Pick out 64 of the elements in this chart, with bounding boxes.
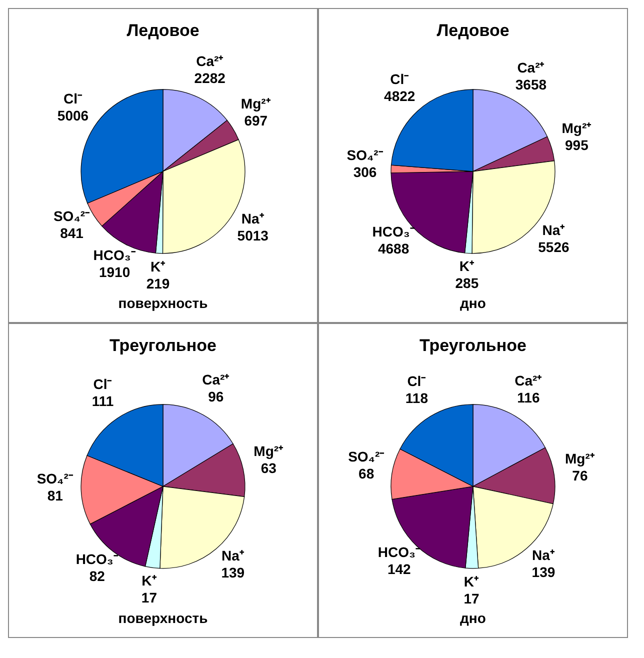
data-label: 697: [244, 112, 268, 128]
slice-label: Cl⁻: [64, 90, 83, 107]
slice-label: Ca²⁺: [517, 59, 545, 76]
chart-title: Ледовое: [126, 21, 200, 41]
slice-label: Cl⁻: [407, 373, 426, 390]
slice-label: HCO₃⁻: [76, 550, 118, 567]
data-label: 17: [464, 590, 480, 606]
slice-label: Mg²⁺: [240, 95, 271, 112]
text: дно: [459, 610, 487, 626]
slice-label: HCO₃⁻: [93, 246, 136, 263]
data-label: 285: [455, 275, 479, 292]
slice-label: Cl⁻: [390, 71, 410, 88]
slice-label: Na⁺: [221, 548, 244, 564]
data-label: 142: [387, 561, 412, 578]
chart-title: Треугольное: [418, 336, 528, 356]
data-label: 4688: [378, 240, 410, 257]
data-label: 4822: [384, 88, 416, 104]
slice-label: Na⁺: [532, 547, 555, 564]
slice-label: SO₄²⁻: [53, 208, 90, 224]
data-label: 2282: [194, 70, 226, 86]
slice-label: HCO₃⁻: [378, 544, 420, 560]
data-label: 5006: [57, 108, 89, 124]
slice-label: Mg²⁺: [562, 120, 592, 136]
slice-label: Ca²⁺: [202, 371, 230, 388]
chart-title: Ледовое: [436, 21, 510, 41]
slice-label: SO₄²⁻: [36, 470, 74, 486]
data-label: 1910: [98, 264, 130, 280]
slice-label: SO₄²⁻: [348, 448, 385, 464]
data-label: 116: [517, 390, 540, 406]
data-label: 139: [532, 564, 556, 580]
data-label: 995: [565, 137, 589, 154]
data-label: 81: [47, 487, 64, 504]
slice-label: Cl⁻: [93, 376, 112, 392]
data-label: 139: [221, 564, 245, 581]
text: поверхность: [117, 610, 209, 626]
data-label: 3658: [515, 76, 547, 92]
data-label: 17: [141, 590, 158, 606]
slice-label: K⁺: [142, 572, 157, 589]
slice-label: HCO₃⁻: [372, 224, 415, 240]
data-label: 111: [92, 392, 114, 409]
slice-label: Mg²⁺: [565, 450, 595, 466]
slice-label: Na⁺: [542, 222, 566, 238]
data-label: 118: [405, 390, 428, 406]
slice-label: Ca²⁺: [514, 372, 542, 389]
chart-title: Треугольное: [108, 336, 218, 356]
slice-label: Na⁺: [241, 210, 264, 226]
data-label: 841: [60, 225, 84, 242]
text: поверхность: [117, 295, 209, 311]
data-label: 68: [358, 465, 374, 482]
slice-label: K⁺: [459, 258, 474, 274]
text: дно: [459, 295, 487, 311]
data-label: 5526: [538, 239, 570, 256]
slice-label: K⁺: [464, 573, 480, 590]
slice-label: Ca²⁺: [196, 53, 224, 70]
data-label: 96: [208, 388, 224, 404]
slice-label: Mg²⁺: [254, 442, 284, 459]
data-label: 82: [89, 568, 106, 584]
data-label: 219: [146, 275, 170, 292]
data-label: 76: [572, 467, 588, 484]
data-label: 306: [353, 164, 377, 180]
data-label: 63: [260, 460, 277, 476]
data-label: 5013: [237, 227, 269, 244]
slice-label: SO₄²⁻: [346, 147, 384, 164]
slice-label: K⁺: [150, 258, 166, 274]
